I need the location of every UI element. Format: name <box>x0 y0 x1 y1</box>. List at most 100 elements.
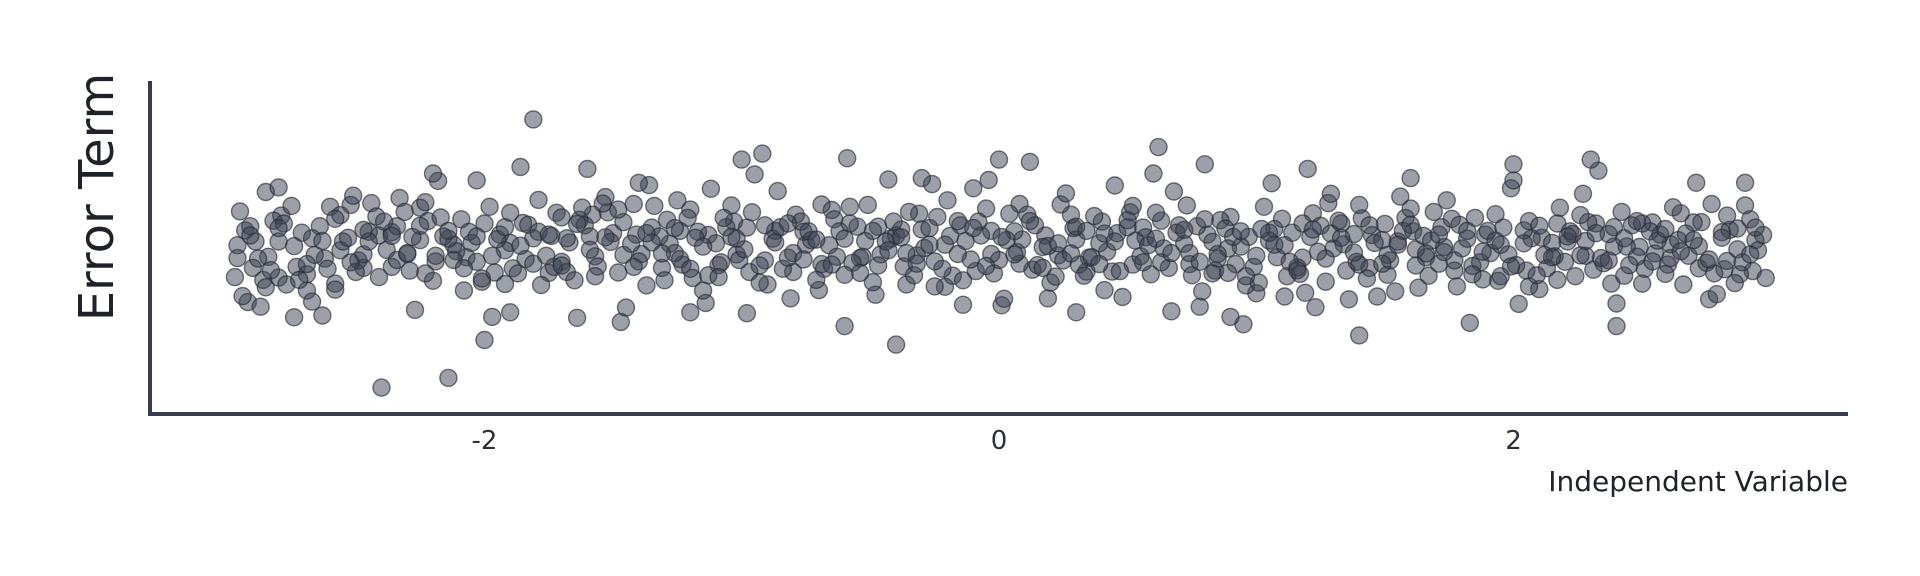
data-point <box>1303 220 1323 239</box>
data-point <box>1550 198 1570 217</box>
data-point <box>1164 182 1184 201</box>
data-point <box>1735 173 1755 193</box>
data-point <box>1272 209 1292 229</box>
data-point <box>524 110 543 129</box>
data-point <box>228 248 247 268</box>
data-point <box>369 267 389 287</box>
data-point <box>840 214 859 233</box>
data-point <box>1388 235 1408 254</box>
data-point <box>1514 234 1534 253</box>
data-point <box>953 271 973 290</box>
data-point <box>1571 205 1590 225</box>
data-point <box>1360 216 1379 235</box>
data-point <box>372 378 391 397</box>
data-point <box>1504 171 1523 190</box>
data-point <box>822 255 841 274</box>
data-point <box>1020 211 1040 231</box>
data-point <box>410 216 430 236</box>
data-point <box>938 191 957 210</box>
data-point <box>879 170 898 189</box>
data-point <box>1331 228 1351 248</box>
data-point <box>495 217 515 237</box>
data-point <box>1632 274 1652 293</box>
data-point <box>1447 277 1467 296</box>
data-point <box>567 308 587 327</box>
data-point <box>261 261 281 280</box>
data-point <box>920 235 939 254</box>
data-point <box>1463 265 1482 284</box>
data-point <box>737 218 757 237</box>
data-point <box>344 186 363 205</box>
data-point <box>1005 245 1024 264</box>
data-point <box>1105 232 1125 251</box>
data-point <box>925 252 944 271</box>
data-point <box>1663 198 1683 217</box>
x-tick-labels: -2 0 2 <box>472 426 1522 456</box>
data-point <box>472 269 492 288</box>
data-point <box>693 281 713 300</box>
data-point <box>1391 187 1410 206</box>
data-point <box>678 208 697 228</box>
data-point <box>681 259 700 278</box>
data-point <box>892 228 911 247</box>
data-point <box>1607 294 1626 313</box>
data-point <box>1566 267 1585 286</box>
data-point <box>609 263 628 282</box>
data-point <box>467 227 486 246</box>
data-point <box>1504 155 1523 174</box>
data-point <box>1429 225 1449 244</box>
data-point <box>1349 195 1369 215</box>
data-point <box>1144 164 1163 183</box>
data-point <box>480 197 499 217</box>
data-point <box>284 308 304 327</box>
data-point <box>426 246 445 266</box>
data-point <box>1401 168 1420 188</box>
data-point <box>313 306 332 325</box>
data-point <box>539 225 558 244</box>
data-point <box>405 300 425 320</box>
data-point <box>1437 191 1456 210</box>
data-point <box>1221 307 1240 327</box>
x-tick-label: -2 <box>472 426 498 456</box>
data-point <box>1321 184 1341 204</box>
data-point <box>1020 152 1040 172</box>
data-point <box>1620 255 1639 275</box>
data-point <box>1607 316 1626 336</box>
data-point <box>1656 264 1675 284</box>
data-point <box>1177 196 1197 215</box>
data-point <box>722 227 741 247</box>
data-point <box>907 254 926 273</box>
data-point <box>1190 297 1209 316</box>
data-point <box>964 179 983 198</box>
data-point <box>1046 267 1065 286</box>
data-point <box>578 159 597 179</box>
data-point <box>395 202 414 222</box>
data-point <box>609 200 628 219</box>
data-point <box>693 237 713 256</box>
data-point <box>302 292 322 311</box>
data-point <box>1218 263 1238 283</box>
data-point <box>1756 268 1775 288</box>
y-axis-label: Error Term <box>69 73 125 322</box>
data-point <box>225 267 245 287</box>
data-point <box>552 256 571 275</box>
data-point <box>714 208 733 228</box>
data-point <box>1174 220 1194 240</box>
data-point <box>531 275 551 295</box>
data-point <box>1712 228 1732 248</box>
data-point <box>1288 261 1307 280</box>
data-point <box>645 196 664 216</box>
data-point <box>1066 303 1086 322</box>
data-point <box>1460 313 1480 333</box>
data-point <box>976 256 996 276</box>
data-point <box>1728 219 1747 238</box>
data-point <box>454 281 474 300</box>
data-point <box>840 197 859 217</box>
data-point <box>863 221 883 241</box>
data-point <box>1195 210 1215 229</box>
data-point <box>964 218 983 238</box>
data-point <box>1530 216 1549 236</box>
data-point <box>624 257 643 277</box>
data-point <box>290 270 309 290</box>
data-point <box>1259 223 1279 242</box>
